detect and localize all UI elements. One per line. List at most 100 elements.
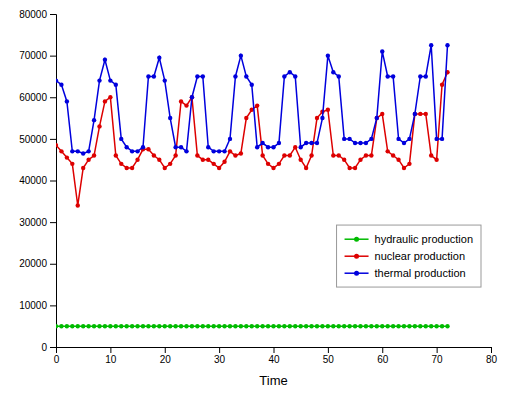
tick-label: 50000 (19, 134, 47, 145)
point (288, 70, 292, 74)
point (228, 137, 232, 141)
point (184, 103, 188, 107)
point (211, 324, 215, 328)
point (97, 324, 101, 328)
point (298, 324, 302, 328)
point (195, 74, 199, 78)
tick-label: 40000 (19, 175, 47, 186)
point (157, 324, 161, 328)
point (282, 74, 286, 78)
tick-label: 30 (214, 354, 226, 365)
series-line (56, 45, 448, 153)
point (173, 145, 177, 149)
point (315, 324, 319, 328)
point (304, 324, 308, 328)
point (233, 324, 237, 328)
point (146, 147, 150, 151)
point (228, 324, 232, 328)
point (81, 151, 85, 155)
point (369, 153, 373, 157)
point (396, 137, 400, 141)
point (337, 324, 341, 328)
point (288, 153, 292, 157)
point (326, 324, 330, 328)
point (152, 324, 156, 328)
point (293, 324, 297, 328)
tick-mark (437, 347, 438, 353)
tick-label: 50 (323, 354, 335, 365)
point (130, 166, 134, 170)
point (146, 324, 150, 328)
tick-mark (50, 56, 56, 57)
point (337, 153, 341, 157)
point (56, 143, 58, 147)
point (429, 324, 433, 328)
point (124, 324, 128, 328)
point (65, 324, 69, 328)
point (413, 324, 417, 328)
point (298, 145, 302, 149)
point (70, 149, 74, 153)
point (163, 78, 167, 82)
point (391, 324, 395, 328)
point (440, 324, 444, 328)
point (364, 324, 368, 328)
point (402, 141, 406, 145)
tick: 50000 (19, 134, 56, 145)
point (163, 324, 167, 328)
point (271, 324, 275, 328)
tick: 30 (214, 347, 226, 365)
point (266, 324, 270, 328)
legend-label: thermal production (375, 267, 466, 279)
point (152, 153, 156, 157)
tick-mark (328, 347, 329, 353)
point (217, 149, 221, 153)
tick-label: 10 (105, 354, 117, 365)
tick-mark (50, 347, 56, 348)
point (103, 324, 107, 328)
point (184, 149, 188, 153)
point (358, 324, 362, 328)
legend-marker (354, 271, 359, 276)
point (228, 149, 232, 153)
point (385, 149, 389, 153)
point (320, 116, 324, 120)
tick: 70 (432, 347, 444, 365)
point (157, 56, 161, 60)
point (168, 324, 172, 328)
point (86, 149, 90, 153)
point (402, 166, 406, 170)
point (146, 74, 150, 78)
tick-label: 10000 (19, 300, 47, 311)
point (429, 153, 433, 157)
point (277, 162, 281, 166)
point (119, 137, 123, 141)
point (76, 203, 80, 207)
point (81, 166, 85, 170)
point (396, 157, 400, 161)
legend-item: nuclear production (345, 250, 466, 262)
point (353, 324, 357, 328)
point (211, 149, 215, 153)
point (195, 153, 199, 157)
chart-container: 0102030405060708001000020000300004000050… (0, 0, 509, 393)
point (206, 324, 210, 328)
y-axis: 0100002000030000400005000060000700008000… (19, 9, 56, 353)
tick-mark (219, 347, 220, 353)
point (119, 162, 123, 166)
legend-marker (354, 237, 359, 242)
point (222, 149, 226, 153)
point (440, 137, 444, 141)
point (407, 137, 411, 141)
x-axis: 01020304050607080 (54, 347, 498, 365)
point (124, 166, 128, 170)
point (342, 137, 346, 141)
point (86, 324, 90, 328)
legend-item: thermal production (345, 267, 466, 279)
point (375, 116, 379, 120)
point (65, 155, 69, 159)
point (168, 116, 172, 120)
tick-label: 80000 (19, 9, 47, 20)
point (277, 324, 281, 328)
point (108, 324, 112, 328)
